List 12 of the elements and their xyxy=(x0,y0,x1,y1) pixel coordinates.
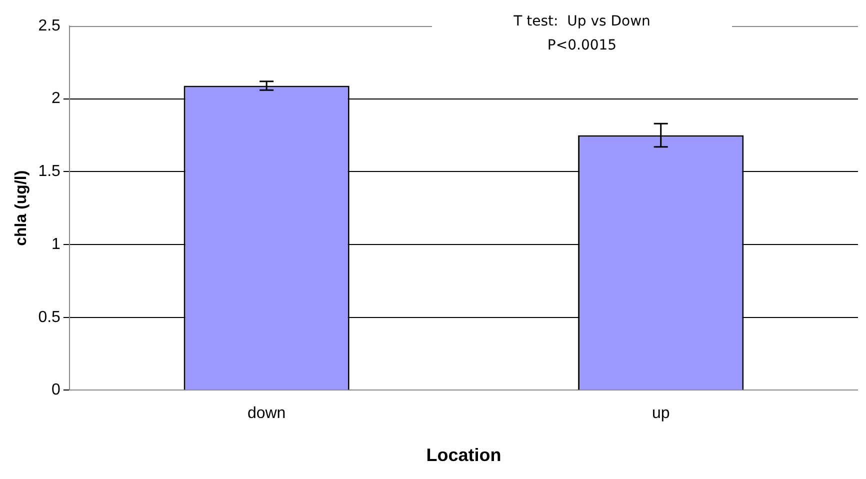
y-tick-label: 1.5 xyxy=(38,163,61,180)
x-tick-label: down xyxy=(247,405,286,422)
y-axis-title: chla (ug/l) xyxy=(13,170,30,246)
x-axis-title: Location xyxy=(426,445,502,466)
y-tick-label: 0 xyxy=(52,382,61,399)
y-tick-label: 2.5 xyxy=(38,17,61,34)
x-tick-label: up xyxy=(652,405,670,422)
y-tick-label: 2 xyxy=(52,90,61,108)
annotation: T test: Up vs Down xyxy=(512,14,650,30)
annotation: P<0.0015 xyxy=(547,38,617,54)
y-tick-label: 0.5 xyxy=(38,308,61,326)
y-tick-label: 1 xyxy=(52,236,61,253)
